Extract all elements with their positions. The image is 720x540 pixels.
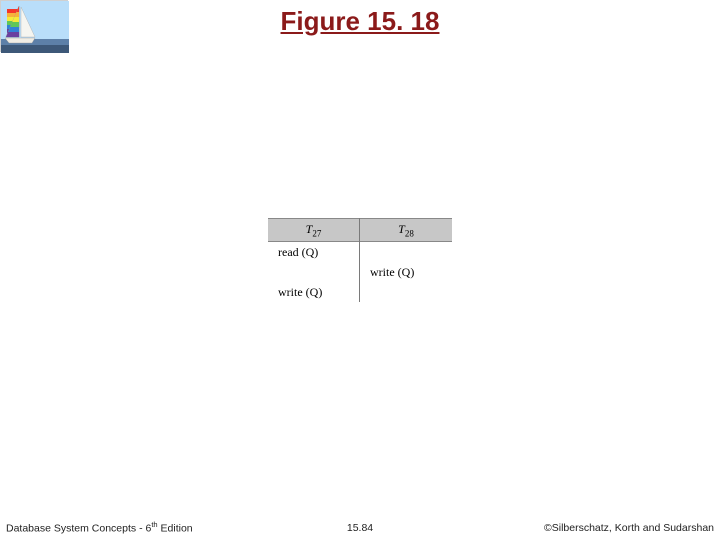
- schedule-header-sub: 28: [405, 228, 414, 238]
- schedule-cell: [268, 262, 359, 282]
- schedule-cell: [360, 282, 452, 302]
- schedule-cell: read (Q): [268, 242, 359, 262]
- schedule-col-t28: T28 write (Q): [360, 218, 452, 302]
- footer-left: Database System Concepts - 6th Edition: [6, 520, 193, 535]
- schedule-header-t28: T28: [360, 218, 452, 242]
- footer-center: 15.84: [347, 522, 373, 534]
- schedule-header-sub: 27: [312, 228, 321, 238]
- footer-left-prefix: Database System Concepts - 6: [6, 522, 151, 534]
- slide-title: Figure 15. 18: [281, 6, 440, 37]
- schedule-col-t27: T27 read (Q) write (Q): [268, 218, 360, 302]
- schedule-header-t27: T27: [268, 218, 359, 242]
- schedule-cell: [360, 242, 452, 262]
- footer-left-suffix: Edition: [158, 522, 193, 534]
- sailboat-logo: [0, 0, 68, 52]
- schedule-table: T27 read (Q) write (Q) T28 write (Q): [268, 218, 452, 302]
- footer-right: ©Silberschatz, Korth and Sudarshan: [544, 522, 714, 534]
- schedule-cell: write (Q): [268, 282, 359, 302]
- schedule-cell: write (Q): [360, 262, 452, 282]
- schedule-header-var: T: [398, 222, 405, 236]
